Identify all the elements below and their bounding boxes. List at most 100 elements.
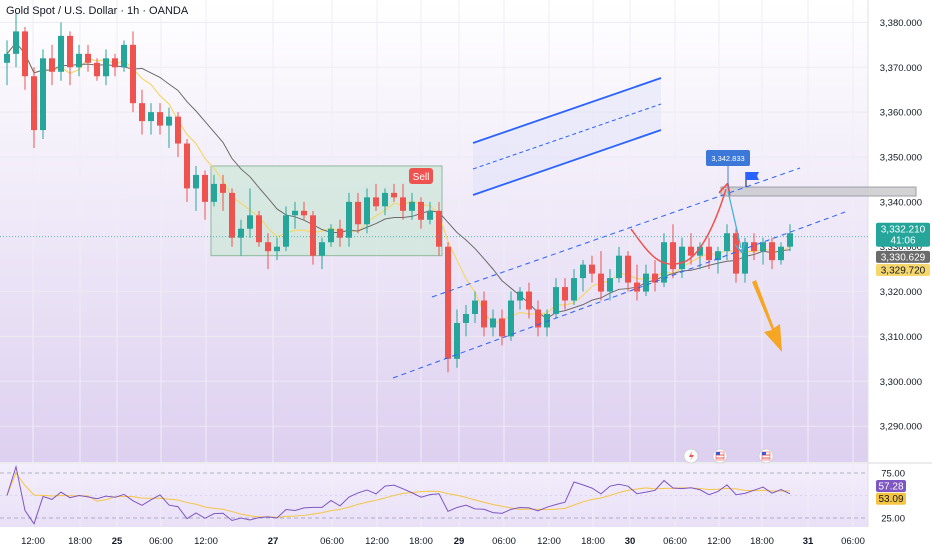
- candle-body: [436, 210, 442, 247]
- candle-body: [481, 300, 487, 328]
- candle: [103, 49, 109, 86]
- candle: [454, 309, 460, 368]
- candle-body: [571, 278, 577, 301]
- candle: [355, 192, 361, 234]
- candle-body: [283, 215, 289, 247]
- target-label-box: [706, 150, 750, 166]
- candle-body: [112, 58, 118, 68]
- price-tick-label: 3,350.000: [880, 152, 922, 163]
- candle: [184, 139, 190, 202]
- candle: [346, 192, 352, 247]
- price-tick-label: 3,290.000: [880, 422, 922, 433]
- candle-body: [742, 242, 748, 274]
- chart-title: Gold Spot / U.S. Dollar · 1h · OANDA: [6, 5, 189, 17]
- candle-body: [67, 35, 73, 68]
- candle-body: [562, 287, 568, 301]
- candle-body: [274, 246, 280, 252]
- candle: [202, 170, 208, 220]
- candle: [310, 210, 316, 265]
- candle-body: [13, 31, 19, 54]
- candle: [373, 183, 379, 211]
- candle: [544, 309, 550, 337]
- candle: [715, 246, 721, 274]
- price-tick-label: 3,330.000: [880, 242, 922, 253]
- time-tick-label: 06:00: [492, 536, 516, 547]
- candle-body: [49, 58, 55, 72]
- price-tag-label: 3,332.210: [881, 224, 926, 235]
- candle: [625, 251, 631, 292]
- drawings: 3,342.833: [0, 77, 868, 464]
- time-tick-label: 27: [268, 536, 279, 547]
- time-tick-label: 18:00: [581, 536, 605, 547]
- candle-body: [409, 201, 415, 211]
- candle-body: [679, 246, 685, 270]
- rsi-level-label: 25.00: [881, 514, 905, 525]
- candle: [643, 264, 649, 297]
- candle-body: [166, 116, 172, 126]
- candle-body: [247, 215, 253, 229]
- candle-body: [76, 53, 82, 68]
- candle: [706, 237, 712, 270]
- countdown-label: 41:06: [890, 235, 915, 246]
- candle-body: [85, 53, 91, 63]
- candle: [328, 224, 334, 247]
- candle: [535, 300, 541, 337]
- candle-body: [184, 143, 190, 189]
- candle-body: [130, 44, 136, 104]
- price-tick-label: 3,380.000: [880, 18, 922, 29]
- candle: [337, 219, 343, 247]
- time-tick-label: 12:00: [21, 536, 45, 547]
- candle: [787, 224, 793, 252]
- candle-body: [715, 251, 721, 261]
- candle-body: [355, 201, 361, 225]
- candle: [553, 278, 559, 319]
- candle: [481, 291, 487, 337]
- target-label: 3,342.833: [711, 154, 744, 163]
- candle: [616, 246, 622, 283]
- candle-body: [652, 273, 658, 283]
- candle-body: [139, 103, 145, 122]
- candle-body: [517, 291, 523, 301]
- candle-body: [508, 300, 514, 337]
- candle: [58, 22, 64, 81]
- candle: [292, 201, 298, 229]
- candle-body: [373, 197, 379, 207]
- rsi-line: [6, 464, 791, 525]
- candle-body: [634, 282, 640, 292]
- candle: [418, 197, 424, 229]
- candle: [409, 192, 415, 220]
- candle: [499, 309, 505, 346]
- candle: [220, 174, 226, 211]
- lightning-event-icon-glyph: [689, 451, 694, 461]
- candle: [166, 107, 172, 149]
- drawn-channel-mid: [472, 103, 662, 170]
- candle: [112, 53, 118, 77]
- candle-body: [58, 35, 64, 72]
- candle-body: [391, 192, 397, 198]
- time-tick-label: 18:00: [68, 536, 92, 547]
- candle: [436, 201, 442, 256]
- candle: [67, 31, 73, 86]
- drawn-channel-bottom: [472, 129, 662, 196]
- candle: [463, 305, 469, 337]
- candle: [40, 49, 46, 140]
- price-tag-label: 3,329.720: [881, 265, 926, 276]
- sell-badge: [409, 167, 433, 184]
- candle: [652, 260, 658, 292]
- candle: [85, 44, 91, 72]
- time-tick-label: 06:00: [149, 536, 173, 547]
- candle-body: [544, 313, 550, 328]
- lightning-event-icon: [683, 448, 699, 464]
- time-tick-label: 06:00: [663, 536, 687, 547]
- time-tick-label: 12:00: [707, 536, 731, 547]
- candle-body: [202, 174, 208, 202]
- candle: [472, 291, 478, 323]
- candles: [4, 13, 793, 373]
- rsi-pane-background: [0, 464, 868, 527]
- candle: [13, 13, 19, 68]
- candle-body: [346, 201, 352, 238]
- candle: [751, 233, 757, 261]
- candle-body: [256, 215, 262, 243]
- candle-body: [364, 197, 370, 225]
